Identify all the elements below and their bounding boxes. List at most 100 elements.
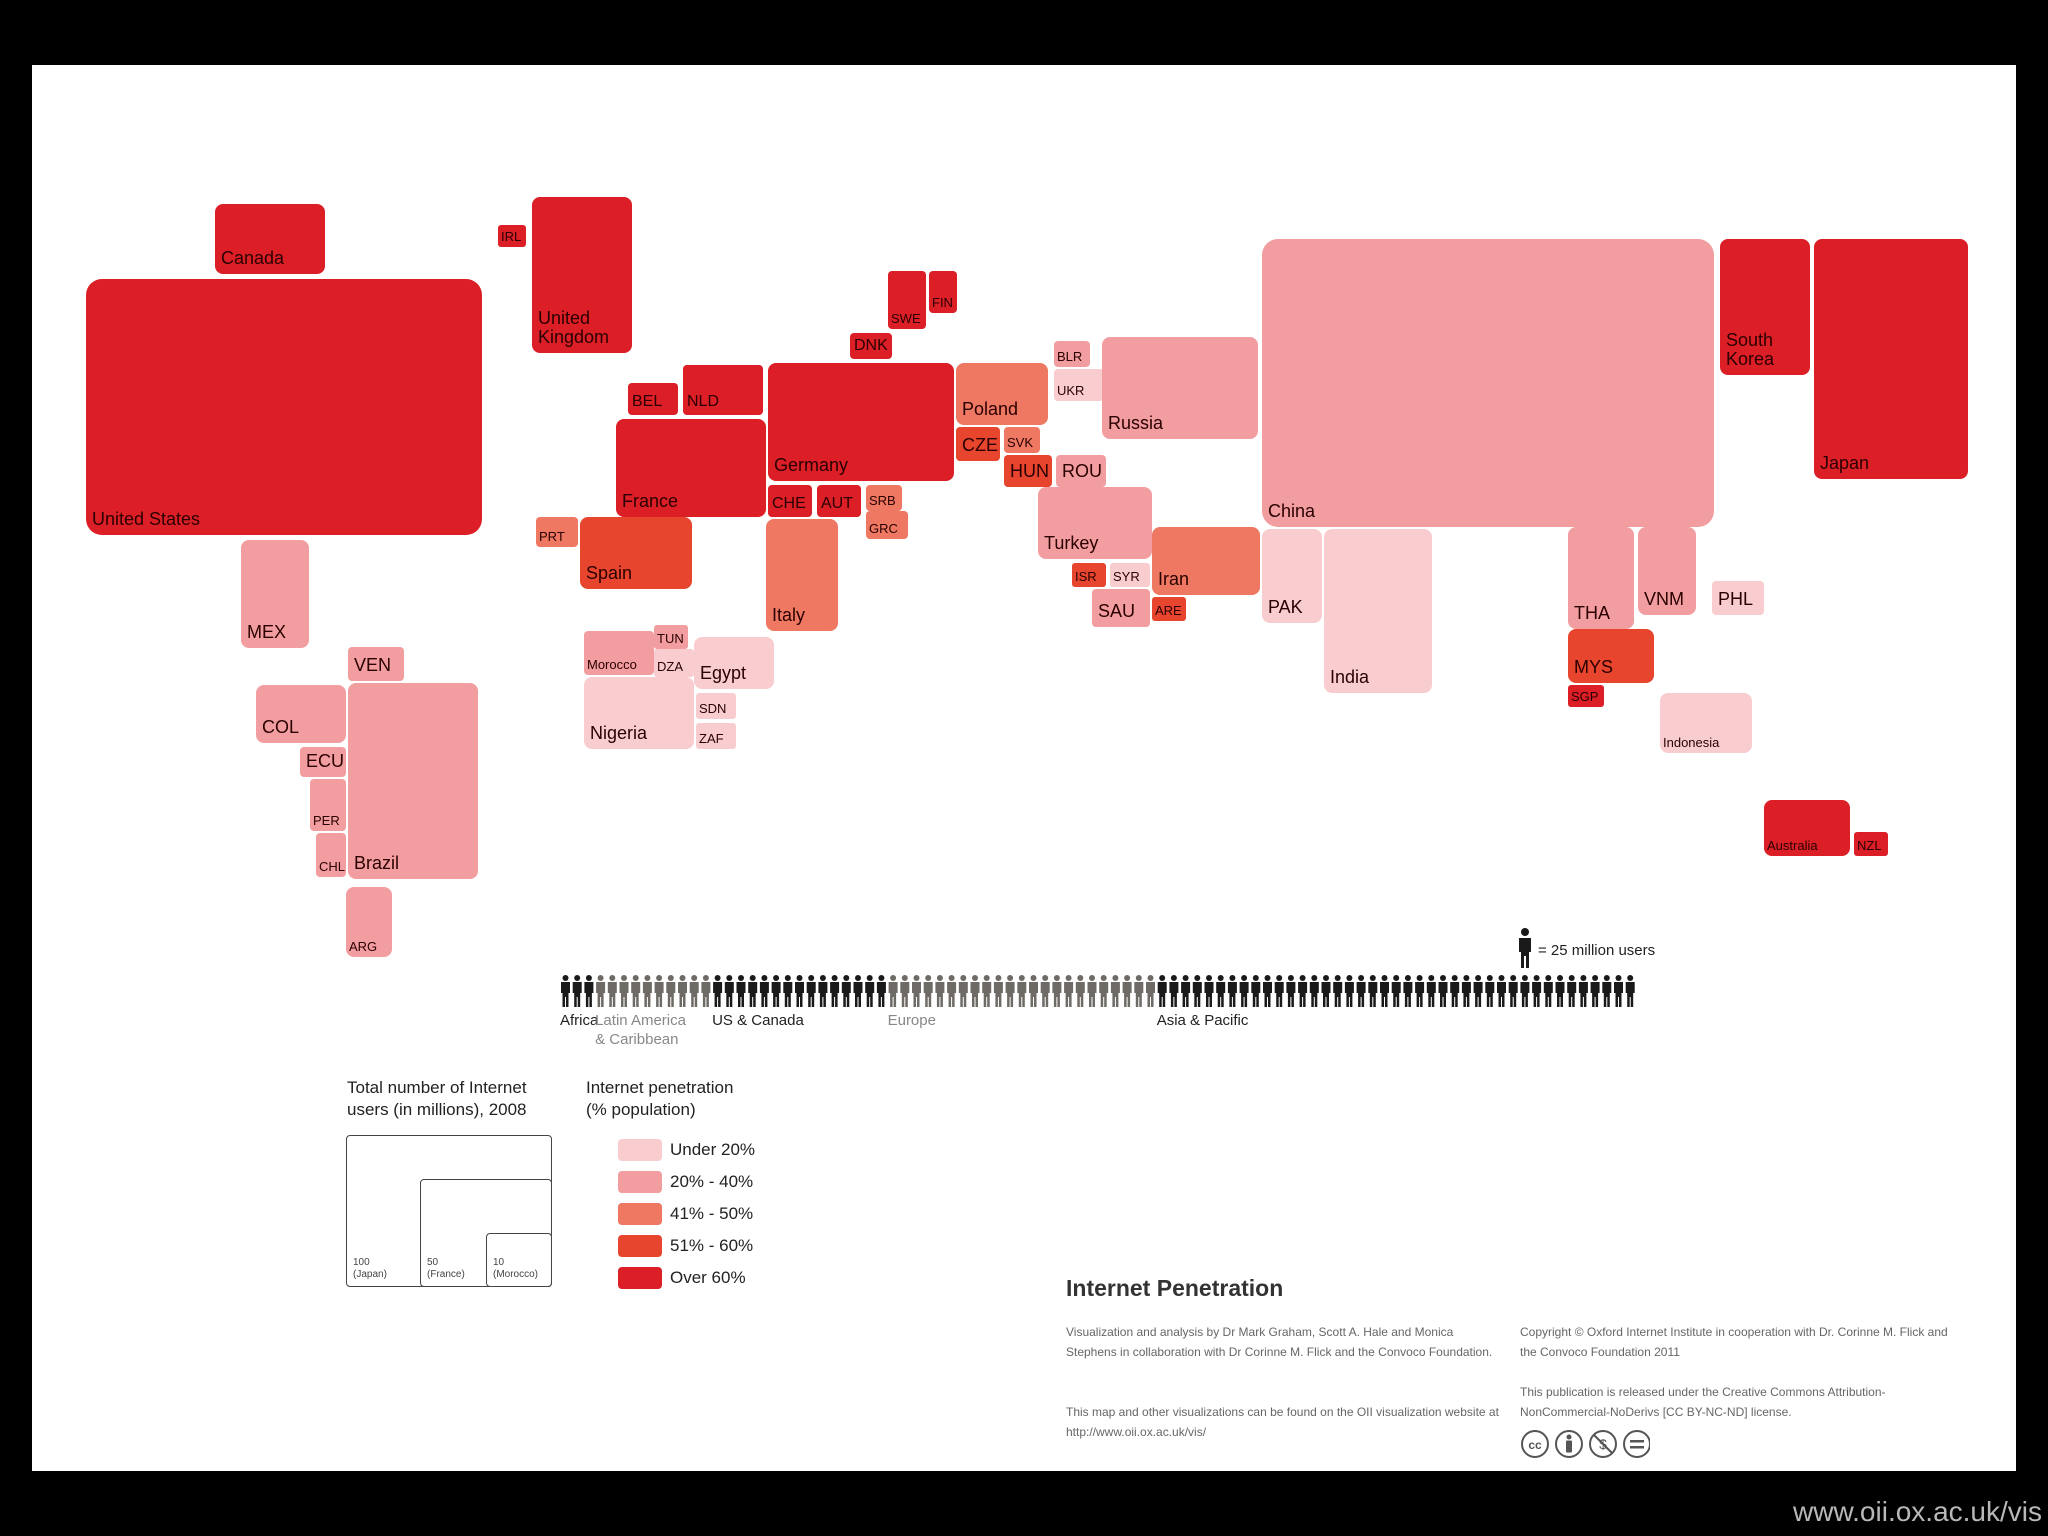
country-spain: Spain — [580, 517, 692, 589]
person-icon — [748, 975, 758, 1007]
person-icon — [1134, 975, 1144, 1007]
person-icon — [1555, 975, 1565, 1007]
country-label: Iran — [1158, 569, 1190, 590]
person-icon — [806, 975, 816, 1007]
person-icon — [1040, 975, 1050, 1007]
scale-label: = 25 million users — [1538, 942, 1656, 959]
person-icon — [654, 975, 664, 1007]
credits-authors: Visualization and analysis by Dr Mark Gr… — [1066, 1325, 1493, 1359]
person-icon — [689, 975, 699, 1007]
penetration-legend-title: Internet penetration (% population) — [586, 1078, 734, 1120]
person-icon — [1309, 975, 1319, 1007]
country-swe: SWE — [888, 271, 926, 329]
country-sdn: SDN — [696, 693, 736, 719]
country-rou: ROU — [1056, 455, 1106, 487]
footer-url[interactable]: www.oii.ox.ac.uk/vis — [1793, 1496, 2042, 1527]
country-chl: CHL — [316, 833, 346, 877]
person-icon — [1251, 975, 1261, 1007]
country-label: Russia — [1108, 413, 1164, 434]
size-example-label: 10 (Morocco) — [493, 1257, 539, 1280]
person-icon — [1567, 975, 1577, 1007]
person-icon — [783, 975, 793, 1007]
country-bel: BEL — [628, 383, 678, 415]
country-label: HUN — [1010, 461, 1049, 482]
country-label: BLR — [1057, 349, 1083, 365]
size-example-label: 50 (France) — [427, 1257, 465, 1280]
person-icon — [572, 975, 582, 1007]
country-united-kingdom: United Kingdom — [532, 197, 632, 353]
country-label: NZL — [1857, 838, 1882, 854]
person-icon — [841, 975, 851, 1007]
country-france: France — [616, 419, 766, 517]
person-icon — [1625, 975, 1635, 1007]
country-mex: MEX — [241, 540, 309, 648]
person-icon — [1239, 975, 1249, 1007]
person-icon — [1380, 975, 1389, 1007]
noncommercial-icon: $ — [1589, 1430, 1617, 1458]
person-icon — [678, 975, 687, 1007]
country-aut: AUT — [817, 485, 861, 517]
country-isr: ISR — [1072, 563, 1106, 587]
country-label: MEX — [247, 622, 287, 643]
country-nigeria: Nigeria — [584, 677, 694, 749]
country-che: CHE — [768, 485, 812, 517]
country-south-korea: South Korea — [1720, 239, 1810, 375]
country-ukr: UKR — [1054, 369, 1104, 401]
person-icon — [1087, 975, 1097, 1007]
person-icon — [1017, 975, 1027, 1007]
country-label: Japan — [1820, 453, 1870, 474]
person-icon — [1368, 975, 1378, 1007]
person-icon — [713, 975, 723, 1007]
person-icon — [1508, 975, 1518, 1007]
country-label: SRB — [869, 493, 896, 509]
person-icon — [958, 975, 968, 1007]
map-poster: Canada IRL United Kingdom United States … — [32, 65, 2016, 1471]
country-tha: THA — [1568, 527, 1634, 629]
person-icon — [935, 975, 945, 1007]
person-icon — [1204, 975, 1214, 1007]
person-icon — [1146, 975, 1155, 1007]
country-label: SGP — [1571, 689, 1599, 705]
person-icon — [1450, 975, 1460, 1007]
region-label: Latin America & Caribbean — [595, 1012, 687, 1048]
person-icon — [888, 975, 898, 1007]
person-icon — [912, 975, 921, 1007]
legend-swatch — [618, 1235, 662, 1257]
credits-copyright: Copyright © Oxford Internet Institute in… — [1520, 1325, 1948, 1359]
person-icon — [865, 975, 875, 1007]
person-icon — [619, 975, 629, 1007]
country-svk: SVK — [1004, 427, 1040, 453]
person-icon — [1064, 975, 1074, 1007]
country-blr: BLR — [1054, 341, 1090, 367]
person-icon — [1216, 975, 1226, 1007]
legend-swatch — [618, 1203, 662, 1225]
country-label: PAK — [1268, 597, 1303, 618]
country-fin: FIN — [929, 271, 957, 313]
size-legend-title: Total number of Internet users (in milli… — [347, 1078, 527, 1120]
country-label: South Korea — [1726, 330, 1775, 370]
country-label: Nigeria — [590, 723, 648, 744]
country-pak: PAK — [1262, 529, 1322, 623]
country-label: Germany — [774, 455, 849, 476]
svg-text:cc: cc — [1528, 1438, 1542, 1452]
cc-icon: cc — [1521, 1430, 1549, 1458]
person-icon — [1614, 975, 1623, 1007]
country-label: AUT — [821, 495, 853, 513]
person-icon — [1029, 975, 1038, 1007]
person-icon — [1602, 975, 1612, 1007]
person-icon — [1298, 975, 1308, 1007]
person-icon — [853, 975, 863, 1007]
country-cze: CZE — [956, 427, 1000, 461]
person-icon — [1520, 975, 1530, 1007]
country-mys: MYS — [1568, 629, 1654, 683]
country-australia: Australia — [1764, 800, 1850, 856]
country-label: COL — [262, 717, 300, 738]
person-icon — [1543, 975, 1553, 1007]
country-label: Canada — [221, 248, 285, 269]
person-icon — [1532, 975, 1542, 1007]
person-icon — [1075, 975, 1085, 1007]
person-icon — [1426, 975, 1436, 1007]
country-label: United Kingdom — [538, 308, 610, 348]
country-nld: NLD — [683, 365, 763, 415]
